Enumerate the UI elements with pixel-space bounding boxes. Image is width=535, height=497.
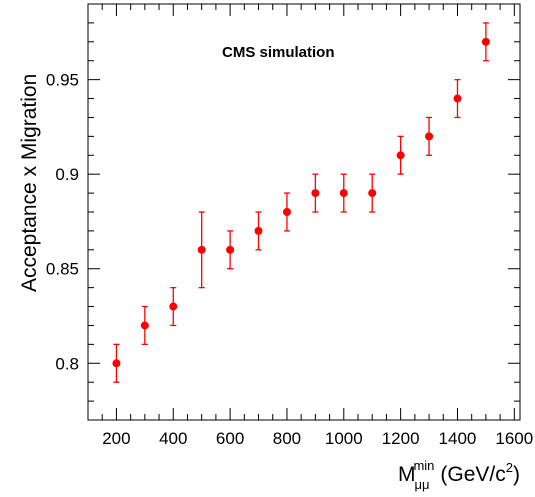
data-point: [140, 321, 149, 330]
data-point: [481, 37, 490, 46]
x-tick-label: 400: [159, 429, 187, 448]
x-tick-label: 1600: [495, 429, 533, 448]
x-axis-title-unit-exp: 2: [506, 460, 513, 475]
data-point: [226, 245, 235, 254]
data-point: [425, 132, 434, 141]
x-tick-label: 1200: [382, 429, 420, 448]
y-tick-label: 0.9: [55, 165, 79, 184]
x-axis-title-sub: μμ: [414, 477, 429, 492]
x-tick-label: 800: [273, 429, 301, 448]
y-axis-title: Acceptance x Migration: [18, 74, 41, 292]
axis-tick-labels: 200 400 600 800 1000 1200 1400 1600 0.8 0.85 0.9 0.…: [46, 71, 533, 448]
x-tick-label: 200: [102, 429, 130, 448]
chart-annotation: CMS simulation: [222, 44, 335, 61]
data-point: [282, 208, 291, 216]
data-point: [339, 189, 348, 198]
data-point: [197, 245, 206, 254]
data-point: [311, 189, 320, 198]
x-axis-title-main: M: [398, 463, 416, 486]
data-point: [169, 302, 178, 311]
x-axis-title-sup: min: [413, 458, 434, 473]
data-point: [396, 151, 405, 160]
axis-ticks: [87, 3, 520, 421]
y-tick-label: 0.8: [55, 354, 79, 373]
y-tick-label: 0.95: [46, 71, 79, 90]
x-axis-title-unit: (GeV/c: [440, 463, 505, 486]
data-point: [112, 359, 121, 368]
data-point: [453, 94, 462, 103]
plot-frame: [87, 3, 521, 421]
x-tick-label: 1400: [439, 429, 477, 448]
x-tick-label: 1000: [325, 429, 363, 448]
data-point: [254, 226, 263, 235]
data-marks: [112, 22, 490, 383]
x-axis-title: Mμμ min (GeV/c2): [398, 458, 520, 492]
y-tick-label: 0.85: [46, 260, 79, 279]
x-axis-title-unit-close: ): [513, 463, 520, 486]
x-tick-label: 600: [216, 429, 244, 448]
data-point: [368, 189, 377, 198]
